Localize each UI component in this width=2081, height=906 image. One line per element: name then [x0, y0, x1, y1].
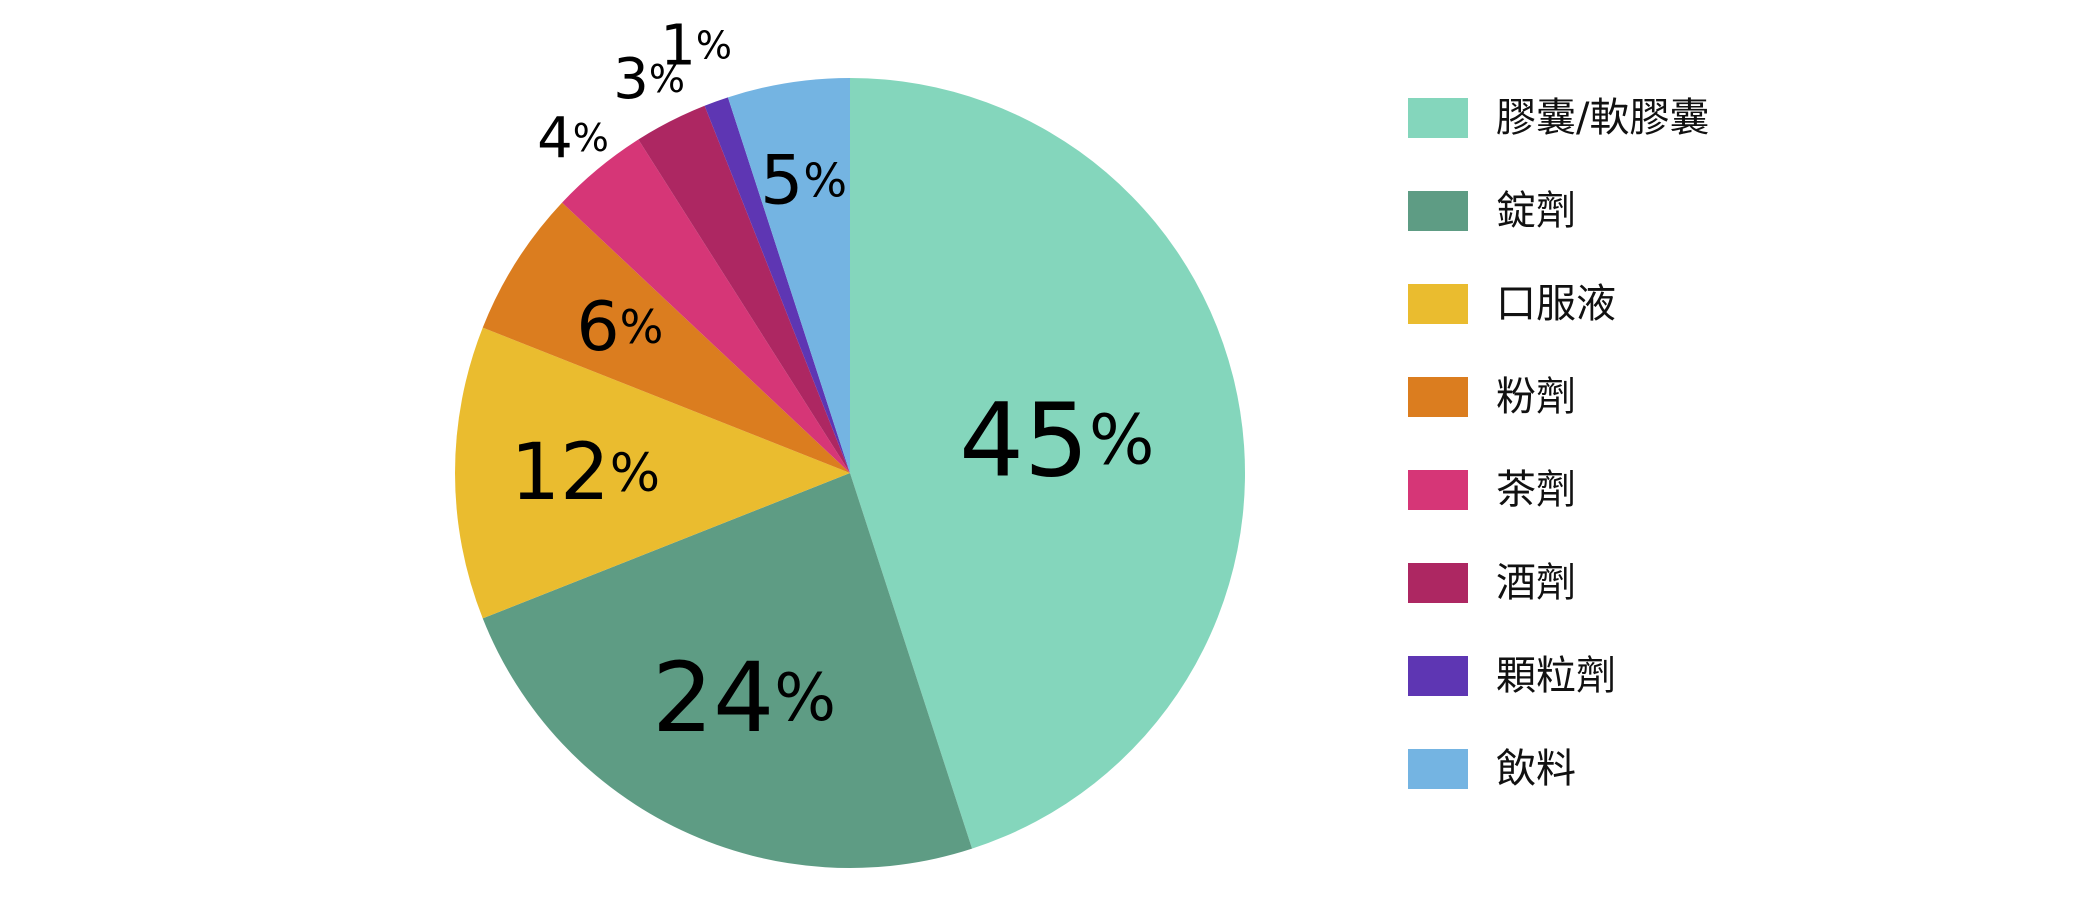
slice-data-label-value: 5: [760, 141, 803, 220]
slice-data-label-percent: %: [1089, 400, 1155, 480]
slice-data-label: 12%: [511, 428, 661, 518]
slice-data-label: 6%: [576, 287, 663, 366]
pie-slice: [455, 327, 850, 619]
pie-data-labels: 45%24%12%6%4%3%1%5%: [511, 13, 1155, 754]
legend-item: 粉劑: [1408, 377, 1709, 417]
slice-data-label-percent: %: [573, 116, 609, 160]
legend-swatch: [1408, 563, 1468, 603]
pie-slice: [562, 139, 850, 474]
legend-label: 飲料: [1496, 746, 1576, 792]
legend-item: 酒劑: [1408, 563, 1709, 603]
legend-label: 茶劑: [1496, 467, 1576, 513]
legend-swatch: [1408, 656, 1468, 696]
pie-slices: [455, 78, 1246, 869]
slice-data-label: 4%: [537, 106, 609, 171]
legend-item: 顆粒劑: [1408, 656, 1709, 696]
slice-data-label-percent: %: [774, 661, 836, 736]
legend-item: 茶劑: [1408, 470, 1709, 510]
slice-data-label-value: 4: [537, 106, 573, 171]
slice-data-label-percent: %: [696, 24, 732, 68]
legend-label: 口服液: [1496, 281, 1616, 327]
legend-swatch: [1408, 98, 1468, 138]
slice-data-label-percent: %: [620, 300, 664, 354]
legend-item: 口服液: [1408, 284, 1709, 324]
legend-swatch: [1408, 284, 1468, 324]
legend-label: 酒劑: [1496, 560, 1576, 606]
legend-label: 粉劑: [1496, 374, 1576, 420]
chart-legend: 膠囊/軟膠囊 錠劑口服液粉劑茶劑酒劑顆粒劑飲料: [1408, 98, 1709, 842]
pie-slice: [482, 202, 850, 473]
slice-data-label-value: 3: [613, 46, 649, 111]
legend-swatch: [1408, 191, 1468, 231]
legend-item: 飲料: [1408, 749, 1709, 789]
legend-swatch: [1408, 377, 1468, 417]
slice-data-label-percent: %: [610, 443, 660, 504]
pie-slice: [482, 473, 973, 869]
legend-label: 顆粒劑: [1496, 653, 1616, 699]
slice-data-label-percent: %: [649, 57, 685, 101]
legend-swatch: [1408, 470, 1468, 510]
slice-data-label: 5%: [760, 141, 847, 220]
slice-data-label: 1%: [660, 13, 732, 78]
slice-data-label-percent: %: [803, 153, 847, 207]
slice-data-label-value: 1: [660, 13, 696, 78]
slice-data-label-value: 12: [511, 428, 610, 518]
legend-label: 錠劑: [1496, 188, 1576, 234]
legend-label: 膠囊/軟膠囊: [1496, 95, 1710, 141]
legend-item: 膠囊/軟膠囊: [1408, 98, 1709, 138]
pie-slice: [704, 97, 850, 473]
pie-slice: [727, 78, 850, 473]
pie-slice: [850, 78, 1246, 849]
slice-data-label-value: 24: [652, 642, 774, 754]
slice-data-label-value: 6: [576, 287, 619, 366]
legend-item: 錠劑: [1408, 191, 1709, 231]
slice-data-label: 3%: [613, 46, 685, 111]
legend-swatch: [1408, 749, 1468, 789]
slice-data-label: 45%: [959, 381, 1154, 500]
slice-data-label-value: 45: [959, 381, 1089, 500]
pie-slice: [638, 105, 850, 474]
slice-data-label: 24%: [652, 642, 836, 754]
